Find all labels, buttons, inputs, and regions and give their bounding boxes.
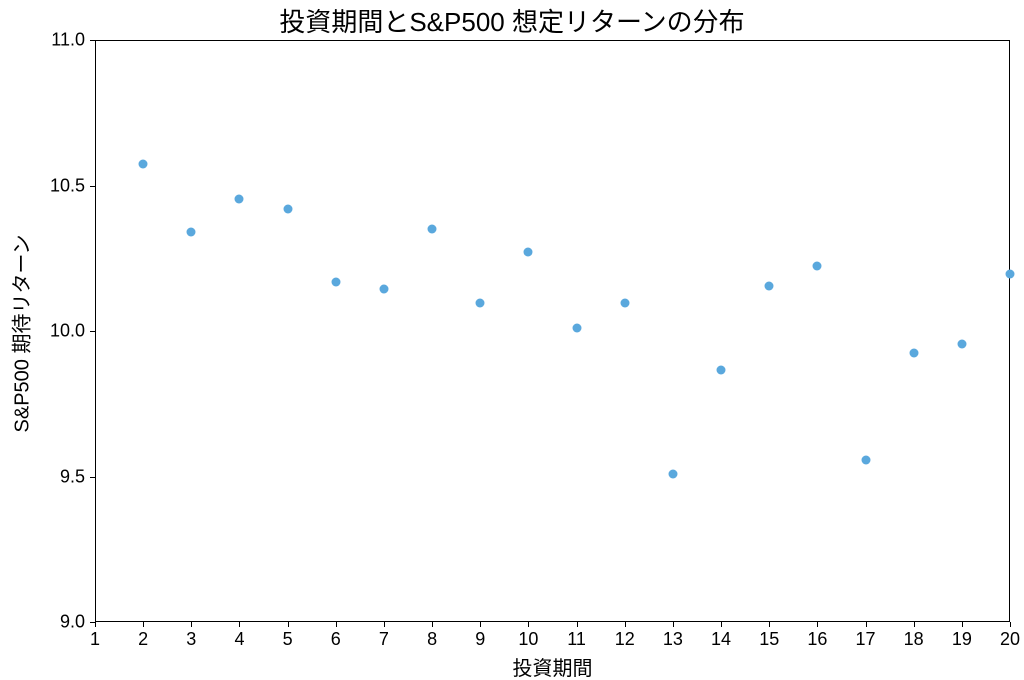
y-tick-label: 9.5: [40, 466, 85, 487]
x-tick-mark: [577, 622, 578, 627]
y-tick-mark: [90, 186, 95, 187]
y-tick-mark: [90, 477, 95, 478]
x-tick-label: 3: [186, 629, 196, 650]
plot-area: [95, 40, 1010, 622]
scatter-point: [765, 281, 774, 290]
x-tick-label: 12: [615, 629, 635, 650]
x-tick-label: 11: [567, 629, 586, 650]
x-tick-label: 1: [90, 629, 100, 650]
scatter-point: [620, 299, 629, 308]
x-tick-label: 17: [856, 629, 876, 650]
scatter-point: [861, 456, 870, 465]
x-tick-mark: [625, 622, 626, 627]
x-tick-mark: [480, 622, 481, 627]
y-tick-mark: [90, 331, 95, 332]
x-tick-mark: [432, 622, 433, 627]
scatter-point: [283, 204, 292, 213]
scatter-point: [476, 299, 485, 308]
x-tick-mark: [239, 622, 240, 627]
scatter-point: [379, 284, 388, 293]
x-tick-mark: [288, 622, 289, 627]
x-tick-mark: [95, 622, 96, 627]
scatter-point: [235, 194, 244, 203]
y-tick-mark: [90, 622, 95, 623]
x-tick-mark: [817, 622, 818, 627]
scatter-point: [813, 261, 822, 270]
x-tick-label: 14: [711, 629, 731, 650]
x-tick-label: 16: [807, 629, 827, 650]
y-tick-label: 10.5: [40, 175, 85, 196]
x-tick-label: 5: [283, 629, 293, 650]
x-tick-label: 10: [518, 629, 538, 650]
y-axis-label: S&P500 期待リターン: [6, 184, 35, 484]
scatter-point: [572, 324, 581, 333]
x-tick-mark: [962, 622, 963, 627]
x-tick-mark: [914, 622, 915, 627]
scatter-point: [524, 248, 533, 257]
y-tick-mark: [90, 40, 95, 41]
x-tick-label: 8: [427, 629, 437, 650]
x-tick-label: 20: [1000, 629, 1020, 650]
scatter-point: [1006, 270, 1015, 279]
x-tick-mark: [143, 622, 144, 627]
scatter-point: [909, 348, 918, 357]
x-axis-label: 投資期間: [95, 652, 1010, 680]
y-tick-label: 9.0: [40, 612, 85, 633]
scatter-point: [331, 277, 340, 286]
x-tick-mark: [191, 622, 192, 627]
x-tick-mark: [336, 622, 337, 627]
x-tick-label: 7: [379, 629, 389, 650]
x-tick-mark: [528, 622, 529, 627]
x-tick-mark: [673, 622, 674, 627]
y-tick-label: 11.0: [40, 30, 85, 51]
x-tick-mark: [384, 622, 385, 627]
scatter-point: [428, 225, 437, 234]
scatter-point: [139, 159, 148, 168]
chart-title: 投資期間とS&P500 想定リターンの分布: [0, 2, 1024, 39]
x-tick-label: 2: [138, 629, 148, 650]
x-tick-mark: [721, 622, 722, 627]
scatter-point: [668, 469, 677, 478]
figure: 投資期間とS&P500 想定リターンの分布 123456789101112131…: [0, 0, 1024, 680]
x-tick-label: 19: [952, 629, 972, 650]
x-tick-label: 15: [759, 629, 779, 650]
x-tick-label: 9: [475, 629, 485, 650]
x-tick-mark: [769, 622, 770, 627]
x-tick-mark: [1010, 622, 1011, 627]
scatter-point: [187, 228, 196, 237]
x-tick-label: 13: [663, 629, 683, 650]
x-tick-mark: [866, 622, 867, 627]
scatter-point: [957, 340, 966, 349]
y-tick-label: 10.0: [40, 321, 85, 342]
scatter-point: [717, 366, 726, 375]
x-tick-label: 4: [234, 629, 244, 650]
x-tick-label: 6: [331, 629, 341, 650]
x-tick-label: 18: [904, 629, 924, 650]
